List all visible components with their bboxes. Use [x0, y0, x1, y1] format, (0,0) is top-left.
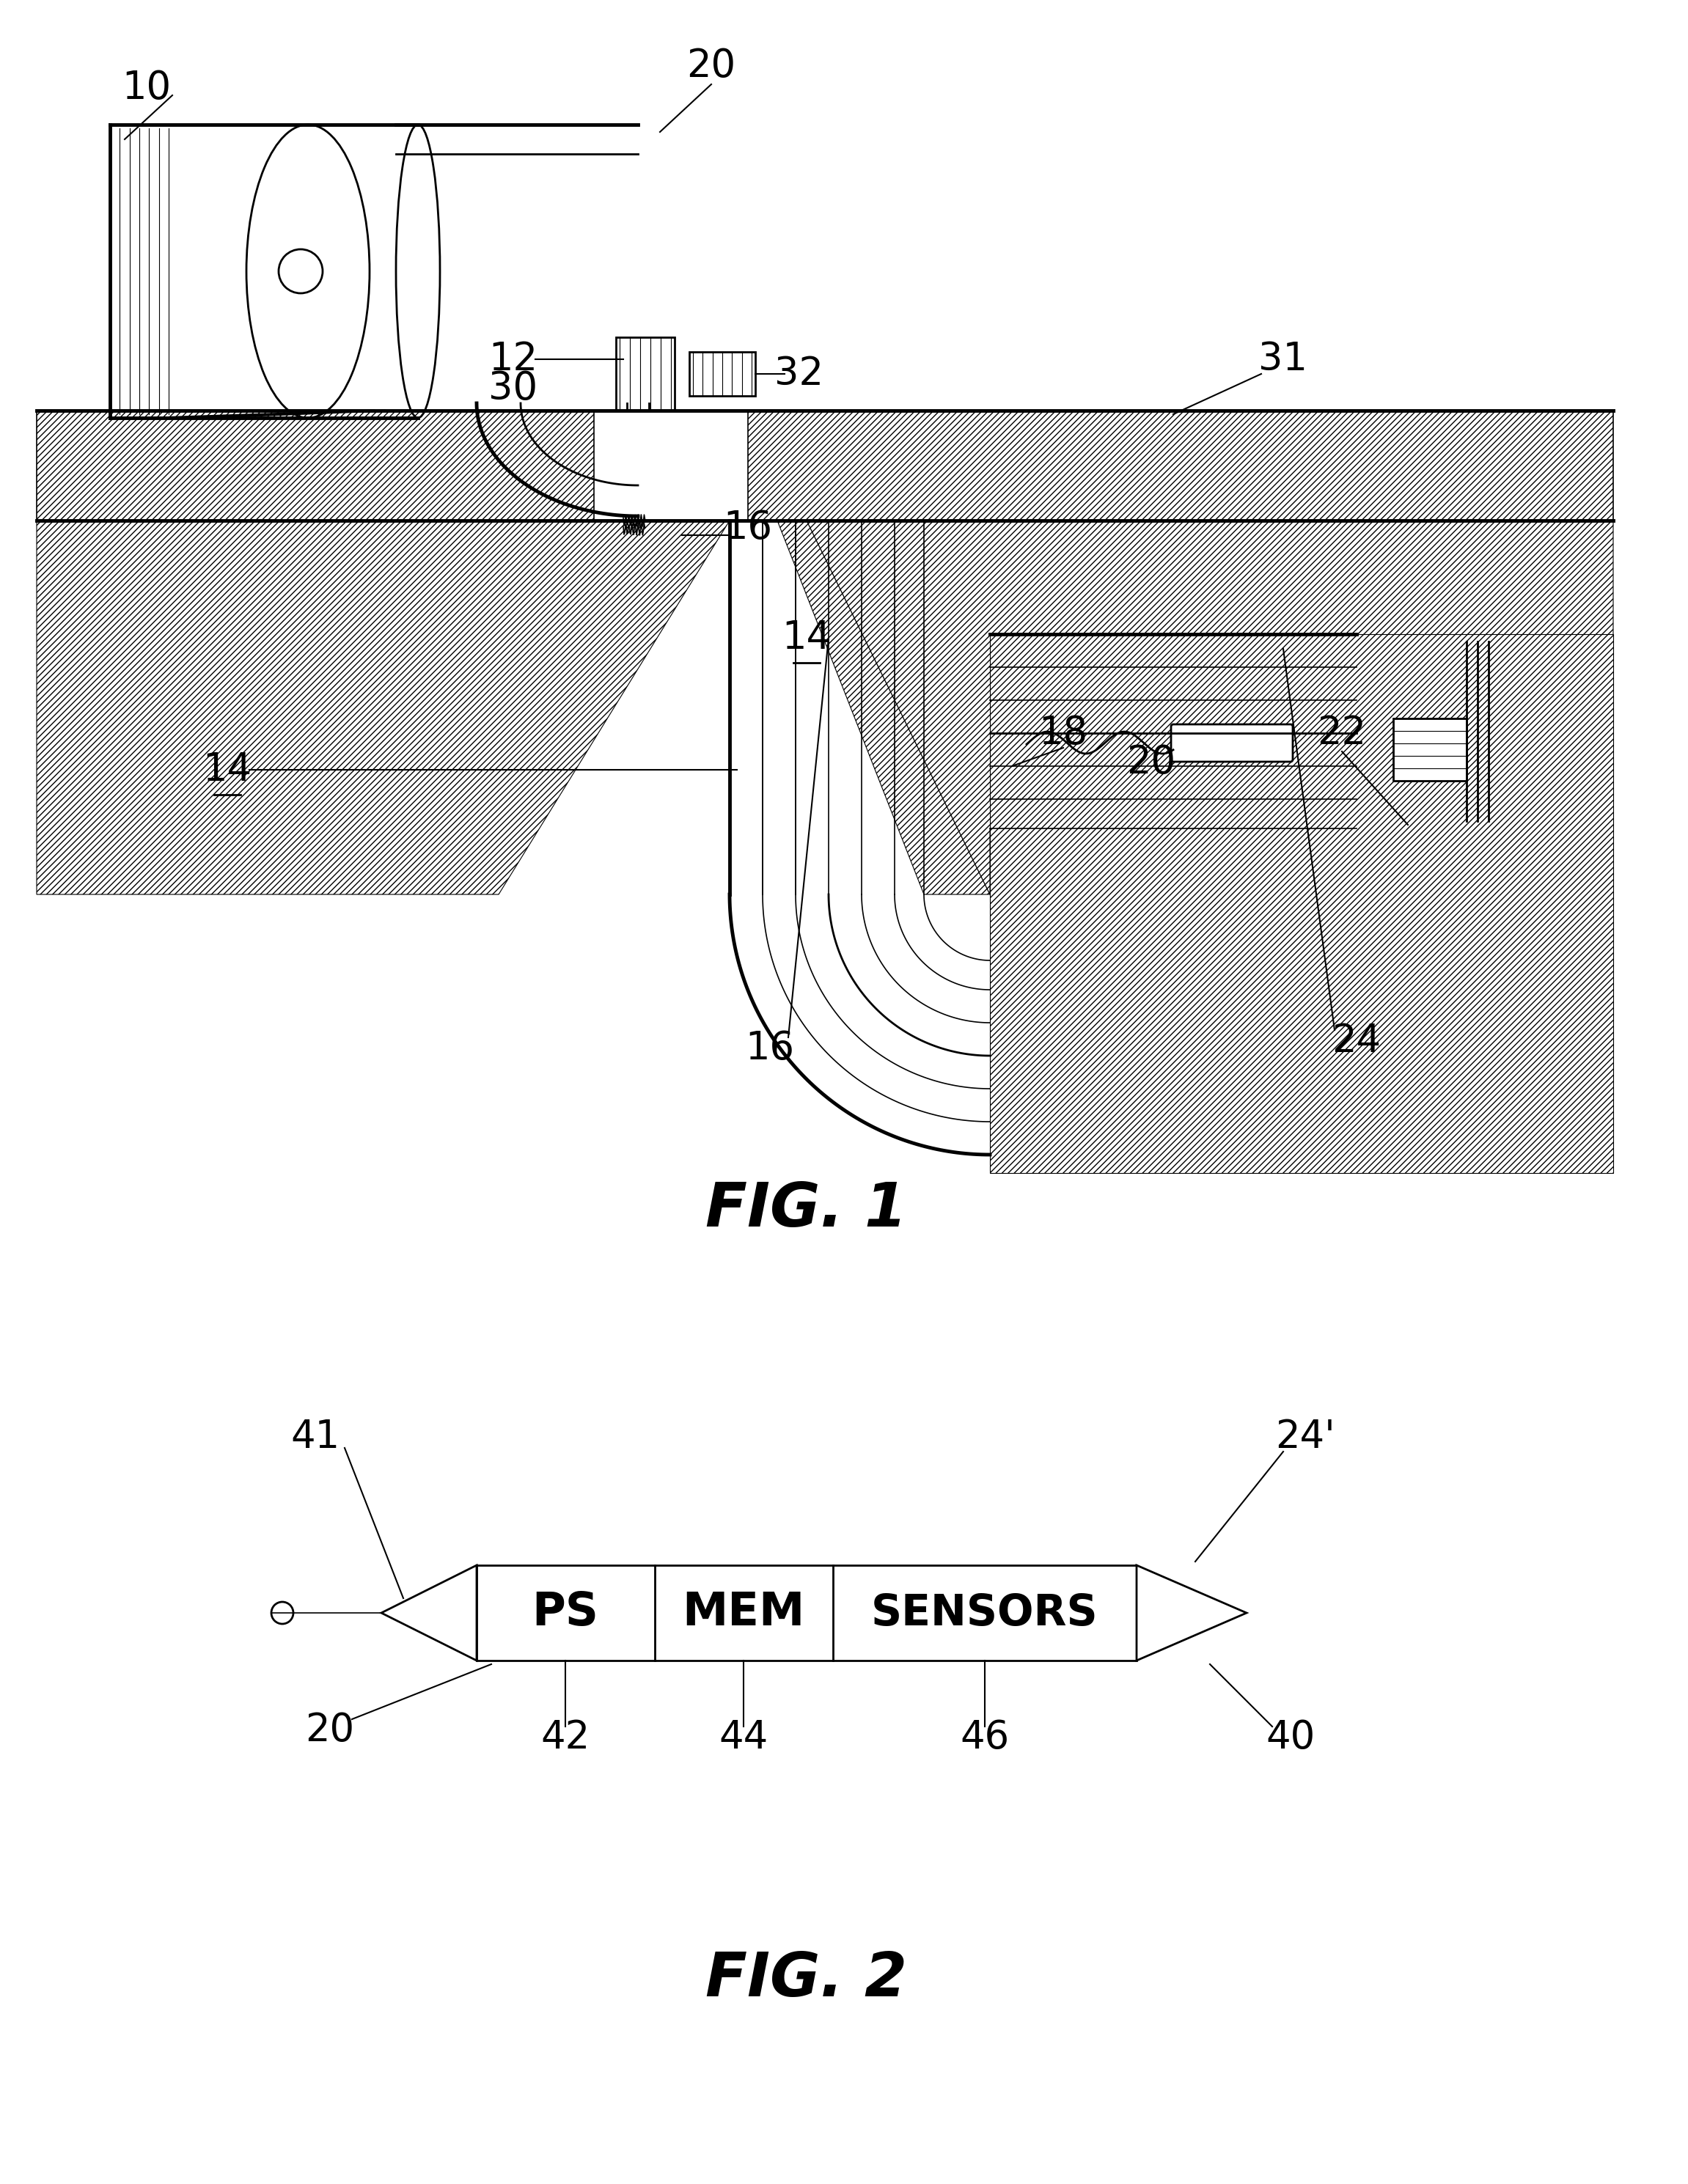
Polygon shape: [807, 520, 1614, 895]
Text: FIG. 2: FIG. 2: [706, 1950, 908, 2009]
Text: 40: 40: [1266, 1719, 1315, 1756]
Ellipse shape: [623, 345, 653, 373]
Text: PS: PS: [532, 1590, 599, 1636]
Text: 20: 20: [687, 46, 736, 85]
Text: 18: 18: [1038, 714, 1087, 751]
Text: 42: 42: [540, 1719, 591, 1756]
Polygon shape: [37, 411, 594, 520]
Bar: [1393, 719, 1467, 782]
Text: 20: 20: [306, 1710, 354, 1749]
Text: 16: 16: [724, 509, 773, 546]
Bar: [689, 352, 755, 395]
Polygon shape: [748, 411, 1614, 520]
Text: 31: 31: [1259, 341, 1308, 378]
Polygon shape: [989, 633, 1614, 1173]
Text: FIG. 1: FIG. 1: [706, 1179, 908, 1238]
Text: SENSORS: SENSORS: [871, 1592, 1099, 1634]
Text: 14: 14: [782, 618, 830, 657]
Polygon shape: [37, 520, 729, 895]
Text: 44: 44: [719, 1719, 768, 1756]
Bar: [476, 1566, 1136, 1660]
Text: 20: 20: [1126, 743, 1177, 782]
Text: MEM: MEM: [682, 1590, 805, 1636]
Text: 32: 32: [775, 354, 824, 393]
Text: 41: 41: [290, 1417, 339, 1457]
Text: 24: 24: [1332, 1022, 1381, 1059]
Text: 12: 12: [490, 341, 538, 378]
Polygon shape: [776, 520, 989, 895]
Text: 24': 24': [1276, 1417, 1335, 1457]
Text: 46: 46: [960, 1719, 1009, 1756]
Text: 10: 10: [122, 70, 170, 107]
Text: 16: 16: [746, 1029, 795, 1068]
Text: 14: 14: [203, 751, 252, 788]
Text: 22: 22: [1317, 714, 1367, 751]
Polygon shape: [381, 1566, 476, 1660]
FancyBboxPatch shape: [1171, 725, 1293, 762]
Polygon shape: [1136, 1566, 1246, 1660]
Text: 30: 30: [490, 369, 538, 408]
Bar: [616, 336, 675, 411]
